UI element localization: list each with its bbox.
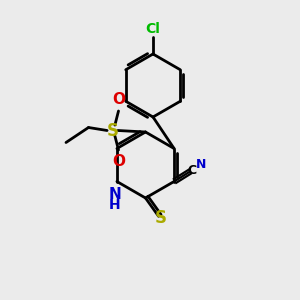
Text: N: N — [108, 187, 121, 202]
Text: C: C — [187, 164, 196, 177]
Text: Cl: Cl — [146, 22, 160, 36]
Text: S: S — [106, 122, 119, 140]
Text: O: O — [112, 92, 125, 106]
Text: S: S — [155, 209, 167, 227]
Text: N: N — [196, 158, 206, 171]
Text: H: H — [109, 198, 120, 212]
Text: O: O — [112, 154, 125, 169]
